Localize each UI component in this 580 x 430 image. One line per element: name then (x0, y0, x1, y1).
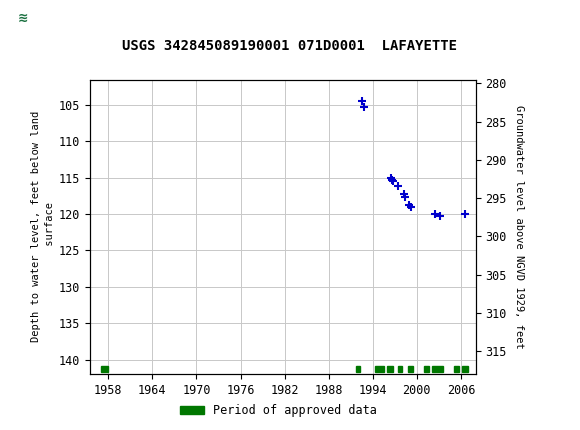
Bar (424, 366, 429, 372)
Bar (398, 366, 402, 372)
Bar (7, 5, 39, 32)
Bar (462, 366, 467, 372)
Bar (387, 366, 393, 372)
Text: ≋: ≋ (17, 12, 28, 25)
Bar (454, 366, 459, 372)
Text: USGS 342845089190001 071D0001  LAFAYETTE: USGS 342845089190001 071D0001 LAFAYETTE (122, 39, 458, 53)
Y-axis label: Depth to water level, feet below land
 surface: Depth to water level, feet below land su… (31, 111, 55, 342)
Text: USGS: USGS (44, 9, 99, 27)
Bar (101, 366, 107, 372)
Legend: Period of approved data: Period of approved data (175, 399, 382, 422)
Y-axis label: Groundwater level above NGVD 1929, feet: Groundwater level above NGVD 1929, feet (514, 105, 524, 349)
Bar (356, 366, 360, 372)
Bar (408, 366, 413, 372)
Bar (432, 366, 443, 372)
Bar (375, 366, 384, 372)
